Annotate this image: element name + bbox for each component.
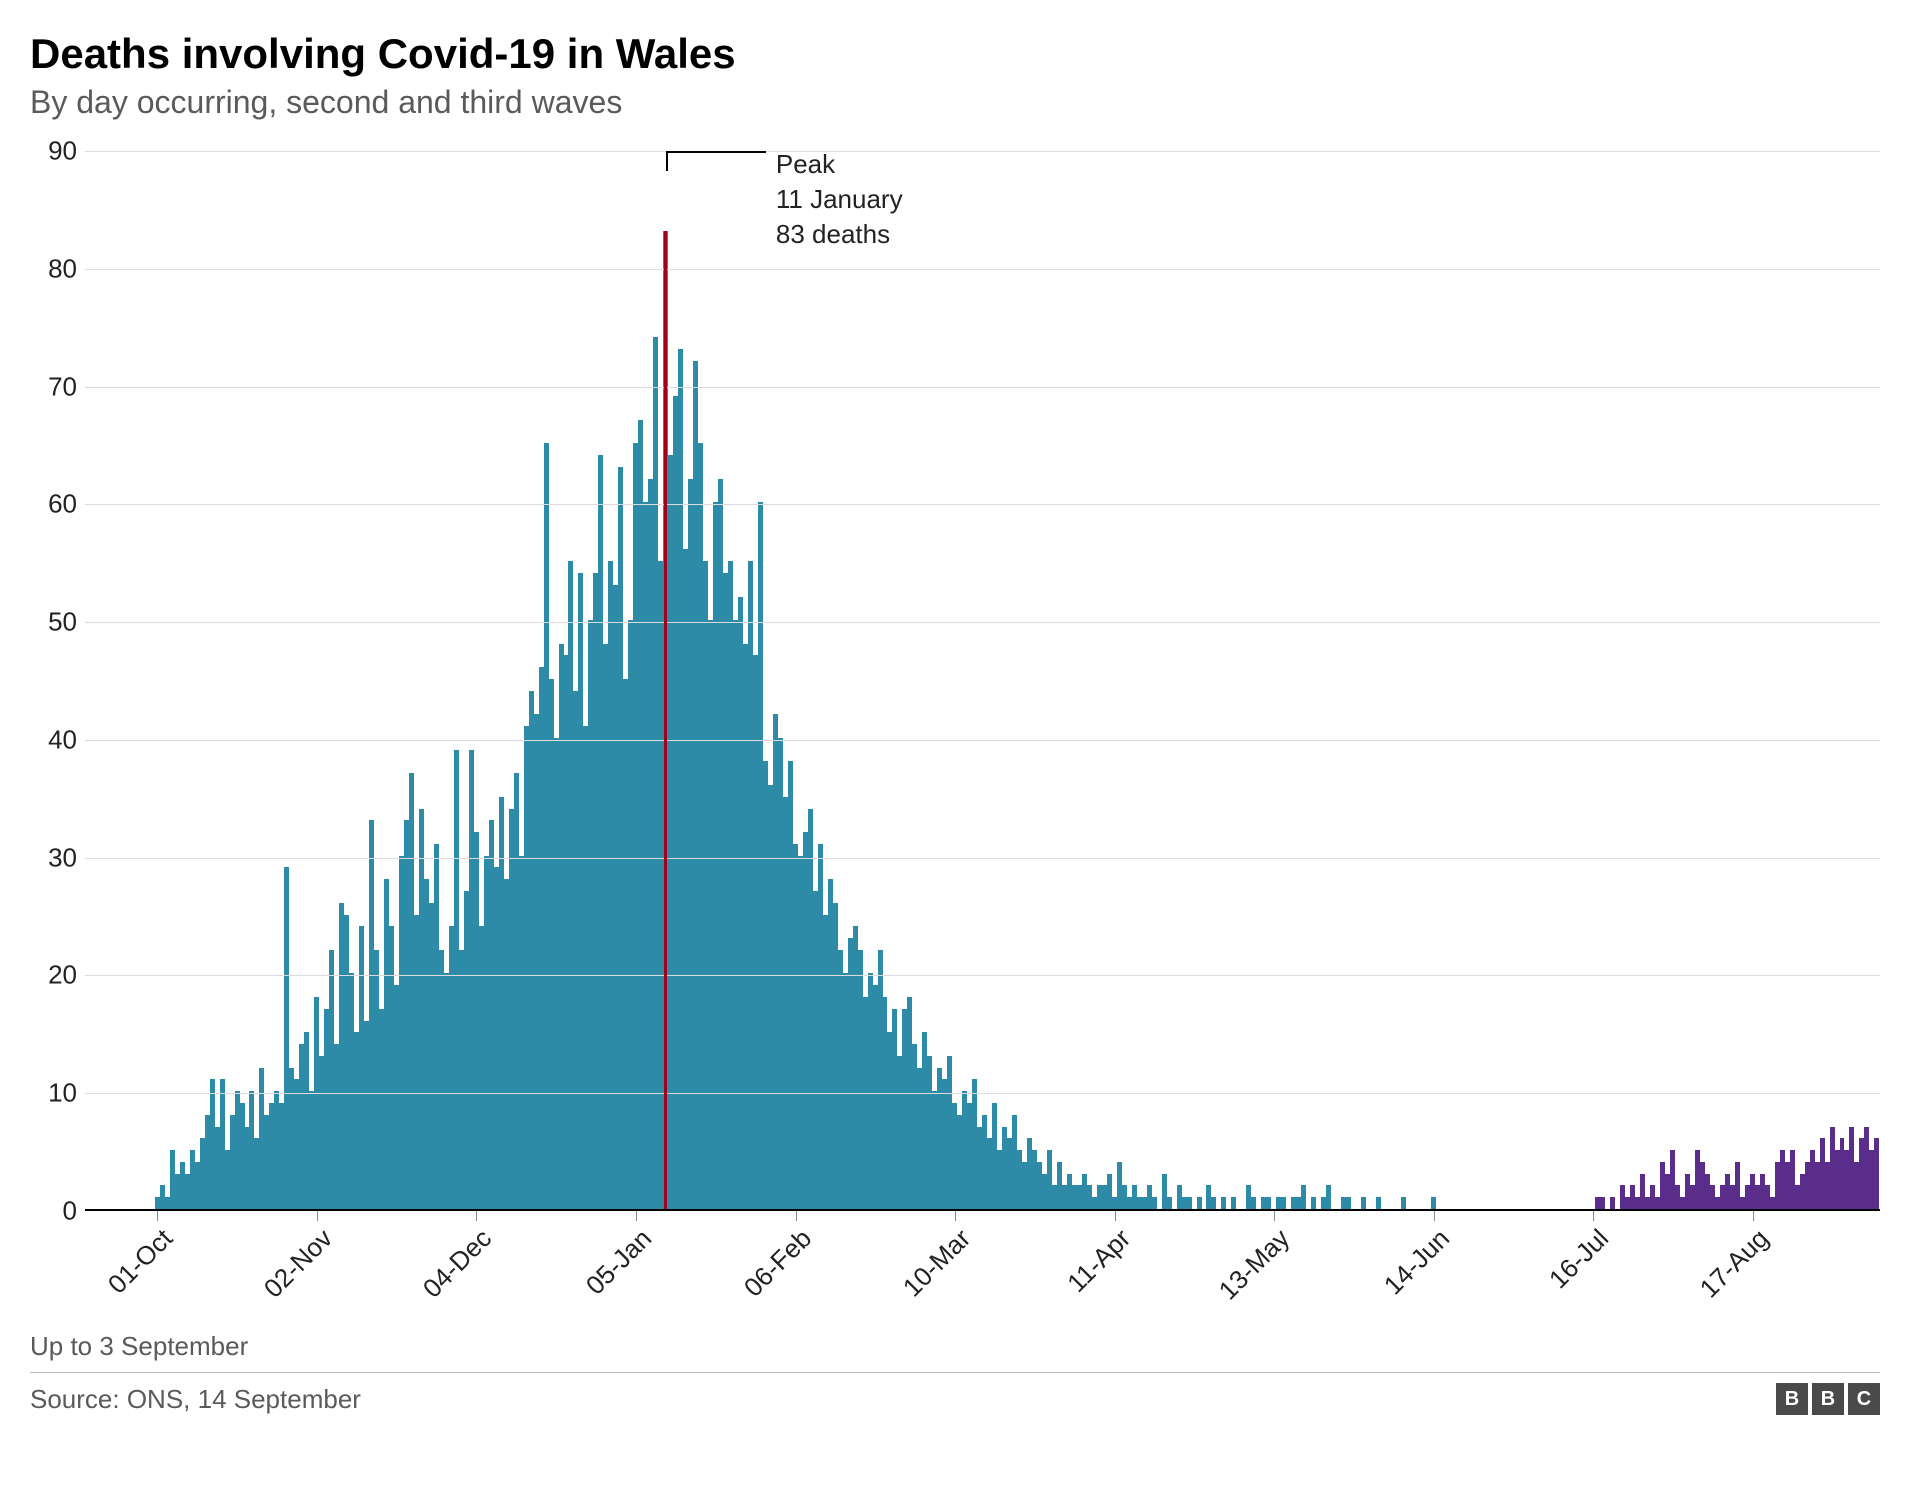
- y-tick-label: 30: [48, 842, 77, 873]
- bar: [1874, 1138, 1879, 1209]
- x-tick: [796, 1211, 797, 1221]
- x-tick: [1593, 1211, 1594, 1221]
- source-text: Source: ONS, 14 September: [30, 1384, 361, 1415]
- bar: [1610, 1197, 1615, 1209]
- x-tick-label: 14-Jun: [1378, 1223, 1456, 1301]
- annotation-bracket: [666, 151, 766, 171]
- x-tick-label: 16-Jul: [1543, 1223, 1615, 1295]
- peak-line: [664, 231, 667, 1209]
- y-tick-label: 60: [48, 489, 77, 520]
- bar: [1431, 1197, 1436, 1209]
- y-tick-label: 0: [63, 1196, 77, 1227]
- y-tick-label: 70: [48, 371, 77, 402]
- bbc-logo-c: C: [1848, 1383, 1880, 1415]
- bar: [1167, 1197, 1172, 1209]
- gridline: [85, 1093, 1880, 1094]
- bars-container: [85, 151, 1880, 1209]
- bar: [1281, 1197, 1286, 1209]
- bar: [1197, 1197, 1202, 1209]
- bbc-logo: B B C: [1776, 1383, 1880, 1415]
- bar: [1152, 1197, 1157, 1209]
- x-tick: [1274, 1211, 1275, 1221]
- x-tick: [157, 1211, 158, 1221]
- bar: [1221, 1197, 1226, 1209]
- bbc-logo-b1: B: [1776, 1383, 1808, 1415]
- y-tick-label: 20: [48, 960, 77, 991]
- bar: [1326, 1185, 1331, 1209]
- x-tick-label: 04-Dec: [417, 1223, 498, 1304]
- bar: [1266, 1197, 1271, 1209]
- bar: [1187, 1197, 1192, 1209]
- y-tick-label: 90: [48, 136, 77, 167]
- y-tick-label: 80: [48, 253, 77, 284]
- x-tick: [636, 1211, 637, 1221]
- gridline: [85, 269, 1880, 270]
- x-tick-label: 10-Mar: [897, 1223, 977, 1303]
- chart-title: Deaths involving Covid-19 in Wales: [30, 30, 1880, 78]
- gridline: [85, 622, 1880, 623]
- bar: [1311, 1197, 1316, 1209]
- plot-wrapper: 0102030405060708090 Peak11 January83 dea…: [30, 151, 1880, 1311]
- y-tick-label: 40: [48, 724, 77, 755]
- x-tick: [955, 1211, 956, 1221]
- x-tick: [476, 1211, 477, 1221]
- bar: [1600, 1197, 1605, 1209]
- x-tick-label: 05-Jan: [580, 1223, 658, 1301]
- gridline: [85, 858, 1880, 859]
- x-tick: [1115, 1211, 1116, 1221]
- bbc-logo-b2: B: [1812, 1383, 1844, 1415]
- y-tick-label: 50: [48, 607, 77, 638]
- x-tick-label: 13-May: [1213, 1223, 1296, 1306]
- bar: [1361, 1197, 1366, 1209]
- footnote: Up to 3 September: [30, 1331, 1880, 1373]
- bar: [1231, 1197, 1236, 1209]
- gridline: [85, 151, 1880, 152]
- bar: [1401, 1197, 1406, 1209]
- chart-footer: Up to 3 September Source: ONS, 14 Septem…: [30, 1331, 1880, 1415]
- x-tick-label: 06-Feb: [737, 1223, 817, 1303]
- y-axis: 0102030405060708090: [30, 151, 85, 1211]
- peak-annotation: Peak11 January83 deaths: [776, 147, 903, 252]
- source-row: Source: ONS, 14 September B B C: [30, 1383, 1880, 1415]
- x-tick-label: 01-Oct: [102, 1223, 179, 1300]
- bar: [1211, 1197, 1216, 1209]
- x-tick-label: 11-Apr: [1061, 1223, 1137, 1299]
- chart-subtitle: By day occurring, second and third waves: [30, 84, 1880, 121]
- bar: [1251, 1197, 1256, 1209]
- plot-area: Peak11 January83 deaths: [85, 151, 1880, 1211]
- x-tick-label: 02-Nov: [258, 1223, 339, 1304]
- x-axis: 01-Oct 02-Nov 04-Dec 05-Jan 06-Feb 10-Mar 11-A…: [85, 1211, 1880, 1311]
- x-tick-label: 17-Aug: [1694, 1223, 1775, 1304]
- y-tick-label: 10: [48, 1078, 77, 1109]
- gridline: [85, 740, 1880, 741]
- bar: [1346, 1197, 1351, 1209]
- bar: [1376, 1197, 1381, 1209]
- gridline: [85, 504, 1880, 505]
- x-tick: [1753, 1211, 1754, 1221]
- gridline: [85, 387, 1880, 388]
- bar: [1301, 1185, 1306, 1209]
- x-tick: [317, 1211, 318, 1221]
- gridline: [85, 975, 1880, 976]
- x-tick: [1434, 1211, 1435, 1221]
